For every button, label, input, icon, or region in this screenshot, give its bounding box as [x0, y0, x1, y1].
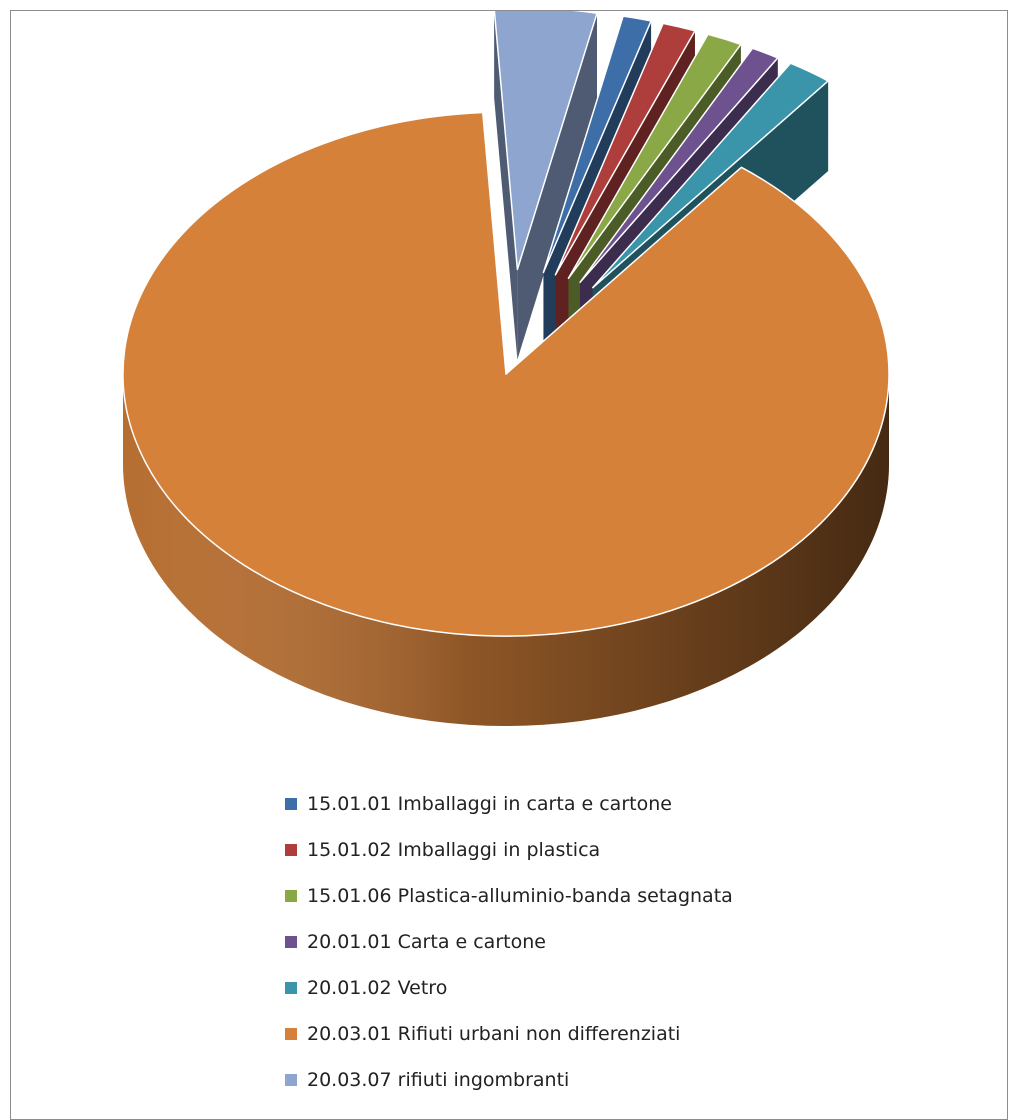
- pie-slice: [493, 11, 598, 271]
- legend-swatch: [285, 935, 297, 948]
- legend-item: 20.03.07 rifiuti ingombranti: [285, 1068, 733, 1091]
- legend-item: 20.01.02 Vetro: [285, 976, 733, 999]
- slice-wall: [517, 13, 598, 360]
- legend-swatch: [285, 1027, 297, 1040]
- pie-slice: [567, 33, 742, 280]
- legend-item: 15.01.06 Plastica-alluminio-banda setagn…: [285, 884, 733, 907]
- pie-slice: [579, 47, 779, 284]
- legend-label: 20.03.07 rifiuti ingombranti: [307, 1068, 570, 1091]
- legend-label: 15.01.06 Plastica-alluminio-banda setagn…: [307, 884, 733, 907]
- legend-label: 15.01.02 Imballaggi in plastica: [307, 838, 601, 861]
- legend-swatch: [285, 797, 297, 810]
- pie-slice: [122, 111, 890, 637]
- pie-tops: [122, 11, 890, 637]
- legend-item: 20.03.01 Rifiuti urbani non differenziat…: [285, 1022, 733, 1045]
- legend-swatch: [285, 1073, 297, 1086]
- legend-item: 15.01.02 Imballaggi in plastica: [285, 838, 733, 861]
- pie-slice: [592, 62, 829, 289]
- legend-swatch: [285, 889, 297, 902]
- legend: 15.01.01 Imballaggi in carta e cartone 1…: [285, 792, 733, 1114]
- slice-side-shading: [123, 374, 889, 726]
- chart-area: 15.01.01 Imballaggi in carta e cartone 1…: [10, 10, 1008, 1120]
- legend-item: 20.01.01 Carta e cartone: [285, 930, 733, 953]
- legend-item: 15.01.01 Imballaggi in carta e cartone: [285, 792, 733, 815]
- legend-swatch: [285, 981, 297, 994]
- legend-swatch: [285, 843, 297, 856]
- slice-wall: [494, 11, 518, 360]
- pie-slice: [542, 15, 652, 274]
- pie-chart: [122, 11, 890, 726]
- legend-label: 15.01.01 Imballaggi in carta e cartone: [307, 792, 672, 815]
- pie-slice: [554, 22, 696, 276]
- legend-label: 20.01.01 Carta e cartone: [307, 930, 546, 953]
- legend-label: 20.03.01 Rifiuti urbani non differenziat…: [307, 1022, 681, 1045]
- legend-label: 20.01.02 Vetro: [307, 976, 448, 999]
